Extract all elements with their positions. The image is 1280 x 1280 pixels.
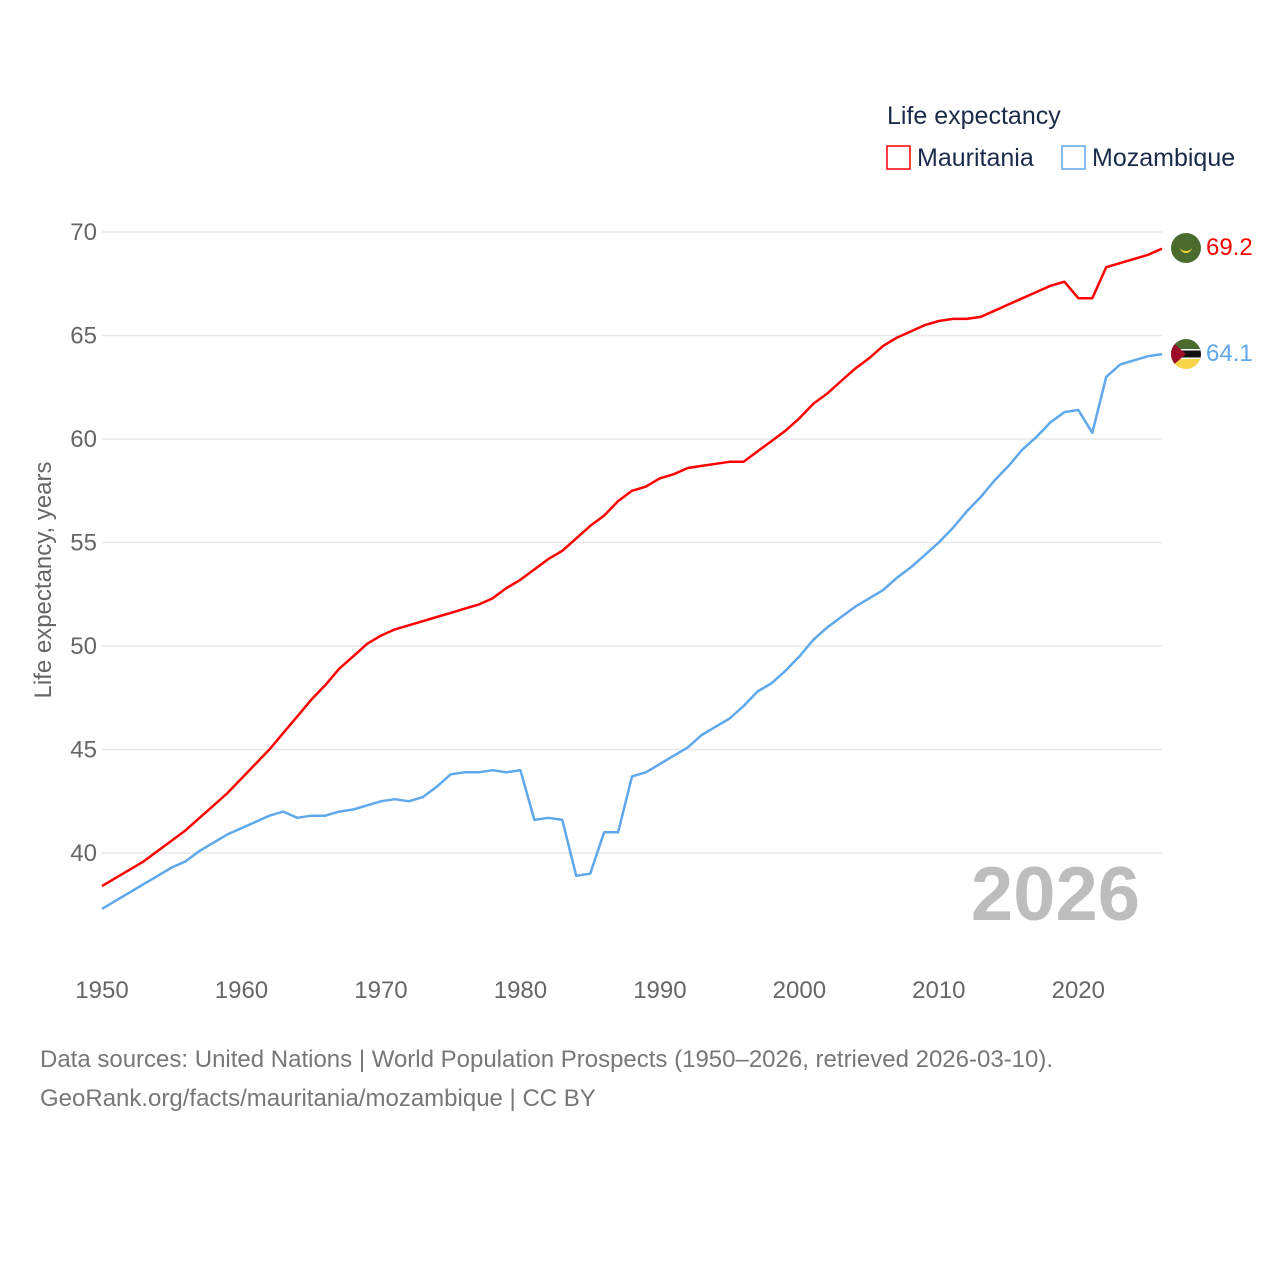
legend-swatch-mozambique <box>1061 145 1086 170</box>
legend-title: Life expectancy <box>887 102 1061 130</box>
x-tick-label: 2020 <box>1052 977 1105 1004</box>
y-tick-label: 40 <box>70 840 97 867</box>
x-tick-label: 2000 <box>773 977 826 1004</box>
mauritania-end-label: 69.2 <box>1206 234 1253 261</box>
mozambique-flag-icon <box>1171 339 1201 369</box>
x-tick-label: 1960 <box>215 977 268 1004</box>
series-line-mozambique <box>101 352 1163 910</box>
y-tick-label: 70 <box>70 219 97 246</box>
y-axis-label: Life expectancy, years <box>30 461 57 698</box>
mozambique-end-label: 64.1 <box>1206 340 1253 367</box>
legend-swatch-mauritania <box>886 145 911 170</box>
legend-label-mauritania: Mauritania <box>917 144 1034 172</box>
y-tick-label: 45 <box>70 737 97 764</box>
x-tick-label: 1950 <box>75 977 128 1004</box>
source-text: Data sources: United Nations | World Pop… <box>40 1046 1054 1073</box>
legend-label-mozambique: Mozambique <box>1092 144 1235 172</box>
y-tick-label: 60 <box>70 426 97 453</box>
x-tick-label: 1970 <box>354 977 407 1004</box>
x-tick-label: 2010 <box>912 977 965 1004</box>
x-tick-label: 1990 <box>633 977 686 1004</box>
legend-item-mauritania[interactable]: Mauritania <box>886 144 1034 172</box>
source-link[interactable]: GeoRank.org/facts/mauritania/mozambique … <box>40 1085 596 1112</box>
y-tick-label: 65 <box>70 323 97 350</box>
year-watermark: 2026 <box>971 852 1140 937</box>
y-tick-label: 55 <box>70 530 97 557</box>
x-tick-label: 1980 <box>494 977 547 1004</box>
mauritania-flag-icon <box>1171 233 1201 263</box>
y-tick-label: 50 <box>70 633 97 660</box>
series-line-mauritania <box>101 247 1163 888</box>
legend-item-mozambique[interactable]: Mozambique <box>1061 144 1235 172</box>
